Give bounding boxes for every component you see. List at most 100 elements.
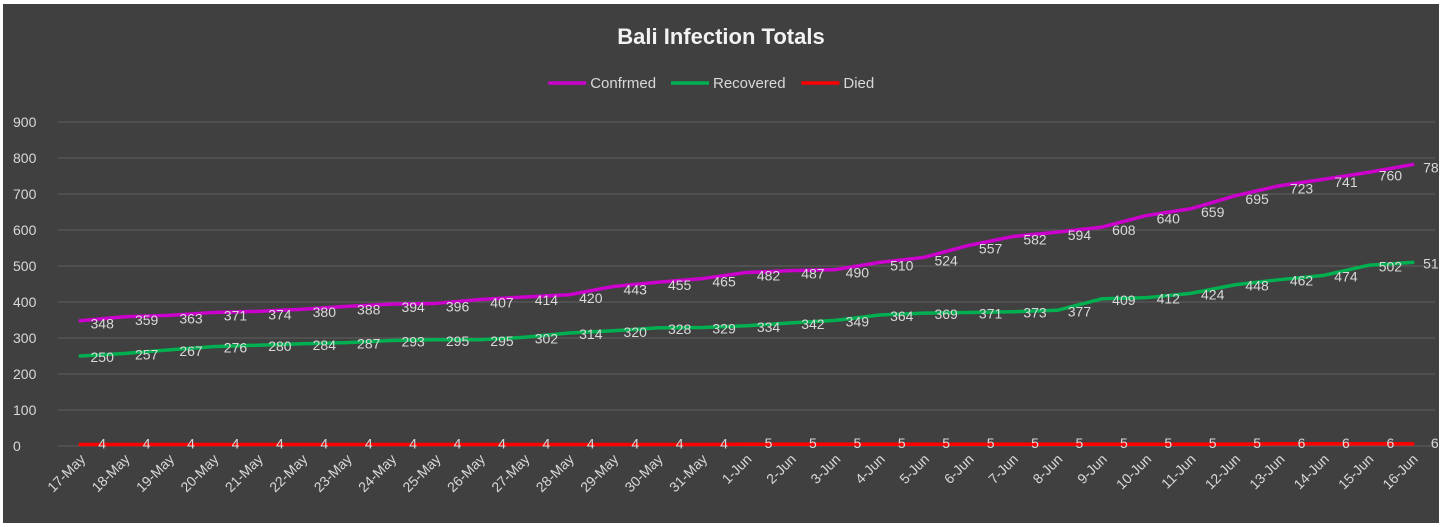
chart-svg: Bali Infection Totals Confrmed Recovered D… — [13, 24, 1439, 495]
data-label-recovered: 369 — [934, 306, 958, 322]
x-tick-label: 14-Jun — [1290, 451, 1332, 493]
data-label-died: 4 — [498, 436, 506, 452]
y-tick-label: 200 — [13, 366, 37, 382]
legend-label-died: Died — [843, 75, 874, 92]
series-line-recovered[interactable] — [78, 260, 1415, 358]
data-label-recovered: 412 — [1157, 291, 1181, 307]
data-label-confrmed: 407 — [490, 294, 514, 310]
data-label-recovered: 334 — [757, 319, 781, 335]
data-label-confrmed: 455 — [668, 277, 692, 293]
data-label-confrmed: 363 — [179, 310, 203, 326]
data-label-confrmed: 380 — [313, 304, 337, 320]
y-tick-label: 100 — [13, 402, 37, 418]
y-tick-label: 300 — [13, 330, 37, 346]
data-label-died: 5 — [1253, 435, 1261, 451]
data-label-confrmed: 608 — [1112, 222, 1136, 238]
x-tick-label: 15-Jun — [1335, 451, 1377, 493]
chart-area[interactable]: Bali Infection Totals Confrmed Recovered D… — [3, 4, 1439, 523]
data-label-confrmed: 490 — [846, 265, 870, 281]
data-label-recovered: 364 — [890, 308, 914, 324]
data-label-recovered: 295 — [490, 333, 514, 349]
data-label-recovered: 373 — [1023, 305, 1047, 321]
data-label-died: 4 — [720, 436, 728, 452]
data-label-confrmed: 659 — [1201, 204, 1225, 220]
data-label-confrmed: 371 — [224, 307, 248, 323]
legend-label-confrmed: Confrmed — [590, 75, 656, 92]
x-tick-label: 2-Jun — [763, 451, 799, 487]
data-label-recovered: 250 — [91, 349, 115, 365]
x-tick-label: 30-May — [621, 451, 665, 495]
x-tick-label: 21-May — [222, 451, 266, 495]
data-label-died: 5 — [987, 435, 995, 451]
data-label-died: 6 — [1298, 435, 1306, 451]
x-tick-label: 8-Jun — [1029, 451, 1065, 487]
series-group — [78, 162, 1415, 447]
data-label-died: 5 — [1076, 435, 1084, 451]
data-label-died: 4 — [320, 436, 328, 452]
data-label-confrmed: 782 — [1423, 159, 1439, 175]
x-tick-label: 11-Jun — [1158, 451, 1199, 492]
data-label-recovered: 371 — [979, 305, 1003, 321]
y-tick-label: 900 — [13, 114, 37, 130]
data-label-recovered: 377 — [1068, 303, 1092, 319]
x-tick-label: 5-Jun — [896, 451, 932, 487]
y-tick-label: 600 — [13, 222, 37, 238]
data-label-confrmed: 396 — [446, 298, 470, 314]
data-label-confrmed: 582 — [1023, 231, 1047, 247]
data-label-died: 4 — [187, 436, 195, 452]
series-line-died[interactable] — [78, 442, 1415, 447]
x-tick-label: 9-Jun — [1074, 451, 1110, 487]
y-tick-label: 400 — [13, 294, 37, 310]
data-label-died: 6 — [1386, 435, 1394, 451]
data-label-recovered: 284 — [313, 337, 337, 353]
data-label-died: 5 — [942, 435, 950, 451]
data-label-recovered: 276 — [224, 340, 248, 356]
data-label-recovered: 342 — [801, 316, 825, 332]
data-label-died: 4 — [232, 436, 240, 452]
data-label-died: 4 — [143, 436, 151, 452]
data-label-confrmed: 557 — [979, 240, 1003, 256]
data-label-confrmed: 594 — [1068, 227, 1092, 243]
series-line-confrmed[interactable] — [78, 162, 1415, 323]
y-tick-label: 800 — [13, 150, 37, 166]
data-label-confrmed: 443 — [624, 282, 648, 298]
data-label-confrmed: 760 — [1379, 167, 1403, 183]
x-tick-label: 4-Jun — [852, 451, 888, 487]
data-label-died: 5 — [809, 435, 817, 451]
data-label-recovered: 424 — [1201, 286, 1225, 302]
data-label-confrmed: 374 — [268, 306, 292, 322]
data-label-died: 5 — [765, 435, 773, 451]
data-label-confrmed: 420 — [579, 290, 603, 306]
data-label-confrmed: 414 — [535, 292, 559, 308]
data-label-recovered: 510 — [1423, 255, 1439, 271]
data-label-confrmed: 741 — [1334, 174, 1358, 190]
data-label-recovered: 267 — [179, 343, 203, 359]
gridlines — [58, 121, 1435, 447]
data-label-recovered: 280 — [268, 338, 292, 354]
x-tick-label: 20-May — [177, 451, 221, 495]
x-tick-label: 6-Jun — [941, 451, 977, 487]
chart-title: Bali Infection Totals — [617, 24, 824, 49]
x-tick-label: 19-May — [133, 451, 177, 495]
data-label-confrmed: 723 — [1290, 181, 1314, 197]
data-label-recovered: 293 — [401, 334, 425, 350]
data-label-died: 5 — [1031, 435, 1039, 451]
data-label-recovered: 474 — [1334, 268, 1358, 284]
data-label-confrmed: 482 — [757, 267, 781, 283]
x-tick-label: 17-May — [44, 451, 88, 495]
x-tick-label: 3-Jun — [807, 451, 843, 487]
data-label-recovered: 295 — [446, 333, 470, 349]
legend-label-recovered: Recovered — [713, 75, 786, 92]
data-label-died: 5 — [1209, 435, 1217, 451]
data-label-confrmed: 348 — [91, 316, 115, 332]
data-label-died: 4 — [543, 436, 551, 452]
data-label-died: 5 — [898, 435, 906, 451]
data-label-confrmed: 465 — [712, 274, 736, 290]
data-label-died: 4 — [587, 436, 595, 452]
data-label-confrmed: 394 — [401, 299, 425, 315]
data-label-died: 4 — [409, 436, 417, 452]
y-axis: 0 100 200 300 400 500 600 700 800 900 — [13, 114, 37, 454]
data-label-recovered: 349 — [846, 313, 870, 329]
x-axis: 17-May 18-May 19-May 20-May 21-May 22-May 23-M… — [44, 451, 1421, 495]
data-label-recovered: 314 — [579, 326, 603, 342]
